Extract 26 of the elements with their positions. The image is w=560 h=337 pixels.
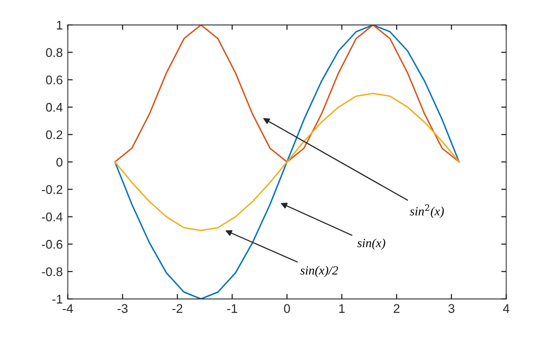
y-tick-label: -0.2 [42,185,62,194]
x-tick-label: 0 [284,304,290,313]
y-tick-label: -0.6 [42,240,62,249]
line-series [114,24,460,163]
y-tick-label: -1 [52,294,62,304]
y-tick-label: 0.4 [46,102,63,112]
annotation: sin$^{2}$(x) [410,204,444,218]
y-tick-label: 0.2 [46,130,62,140]
y-tick-label: 0 [56,158,62,167]
line-series [114,24,460,299]
y-tick-label: 1 [56,20,62,30]
x-tick-label: 1 [339,304,345,313]
x-tick-label: 4 [503,304,510,313]
y-tick-label: 0.6 [46,76,62,84]
x-tick-label: 3 [448,304,454,313]
x-tick-label: -4 [62,304,73,313]
line-series [114,92,460,232]
annotation: sin(x)/2 [300,266,338,278]
y-tick-label: -0.4 [42,212,63,222]
x-tick-label: -1 [227,304,238,313]
x-tick-label: 2 [394,304,400,313]
y-tick-label: 0.8 [46,48,62,57]
annotation: sin(x) [357,238,386,250]
x-tick-label: -2 [172,304,182,313]
y-tick-label: -0.8 [42,267,62,276]
x-tick-label: -3 [118,304,128,313]
